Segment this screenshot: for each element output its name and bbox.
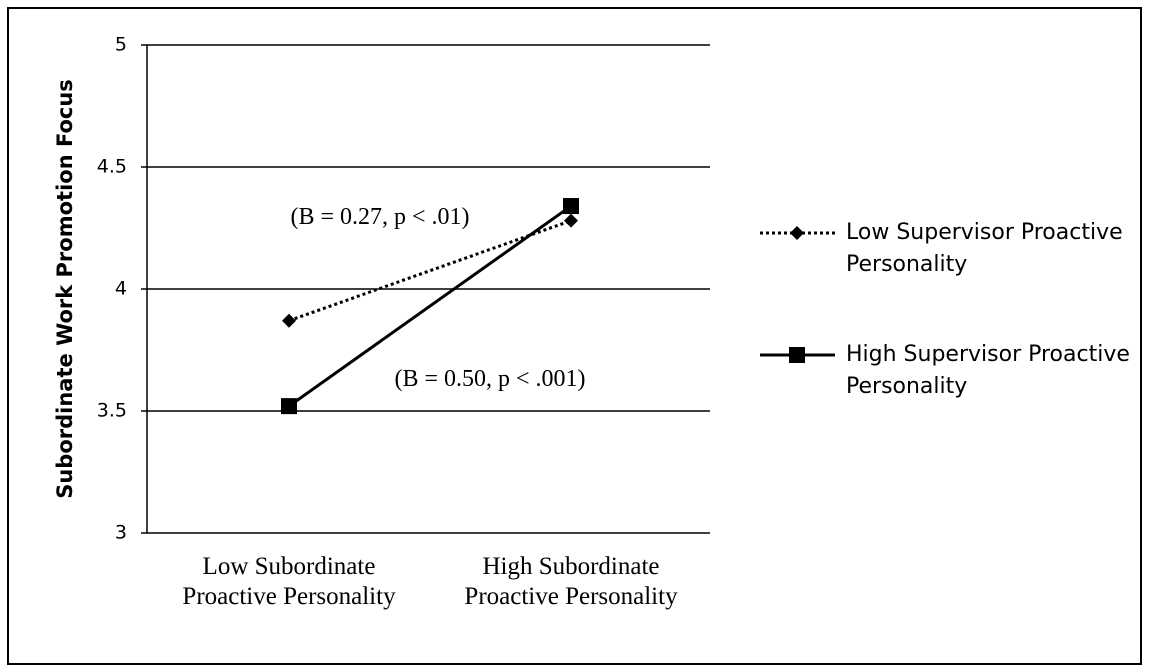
annotation: (B = 0.27, p < .01) (290, 204, 470, 230)
y-tick-label: 3.5 (97, 400, 127, 422)
legend-label: Low Supervisor Proactive Personality (846, 220, 1123, 277)
y-tick-label: 5 (115, 34, 127, 56)
y-tick-label: 4.5 (97, 156, 127, 178)
marker (563, 198, 579, 215)
legend-marker (789, 347, 805, 363)
y-axis-label: Subordinate Work Promotion Focus (53, 79, 77, 499)
marker (281, 398, 297, 415)
marker (564, 213, 578, 228)
series-line (288, 219, 572, 323)
marker (282, 313, 296, 328)
x-tick-label: Low Subordinate Proactive Personality (182, 553, 396, 610)
annotation: (B = 0.50, p < .001) (394, 366, 586, 392)
x-tick-label: High Subordinate Proactive Personality (464, 553, 678, 610)
legend-marker (790, 226, 804, 240)
frame (7, 7, 1142, 665)
y-tick-label: 3 (115, 522, 127, 544)
y-tick-label: 4 (115, 278, 127, 300)
series-line (288, 204, 572, 408)
legend-label: High Supervisor Proactive Personality (846, 342, 1130, 399)
